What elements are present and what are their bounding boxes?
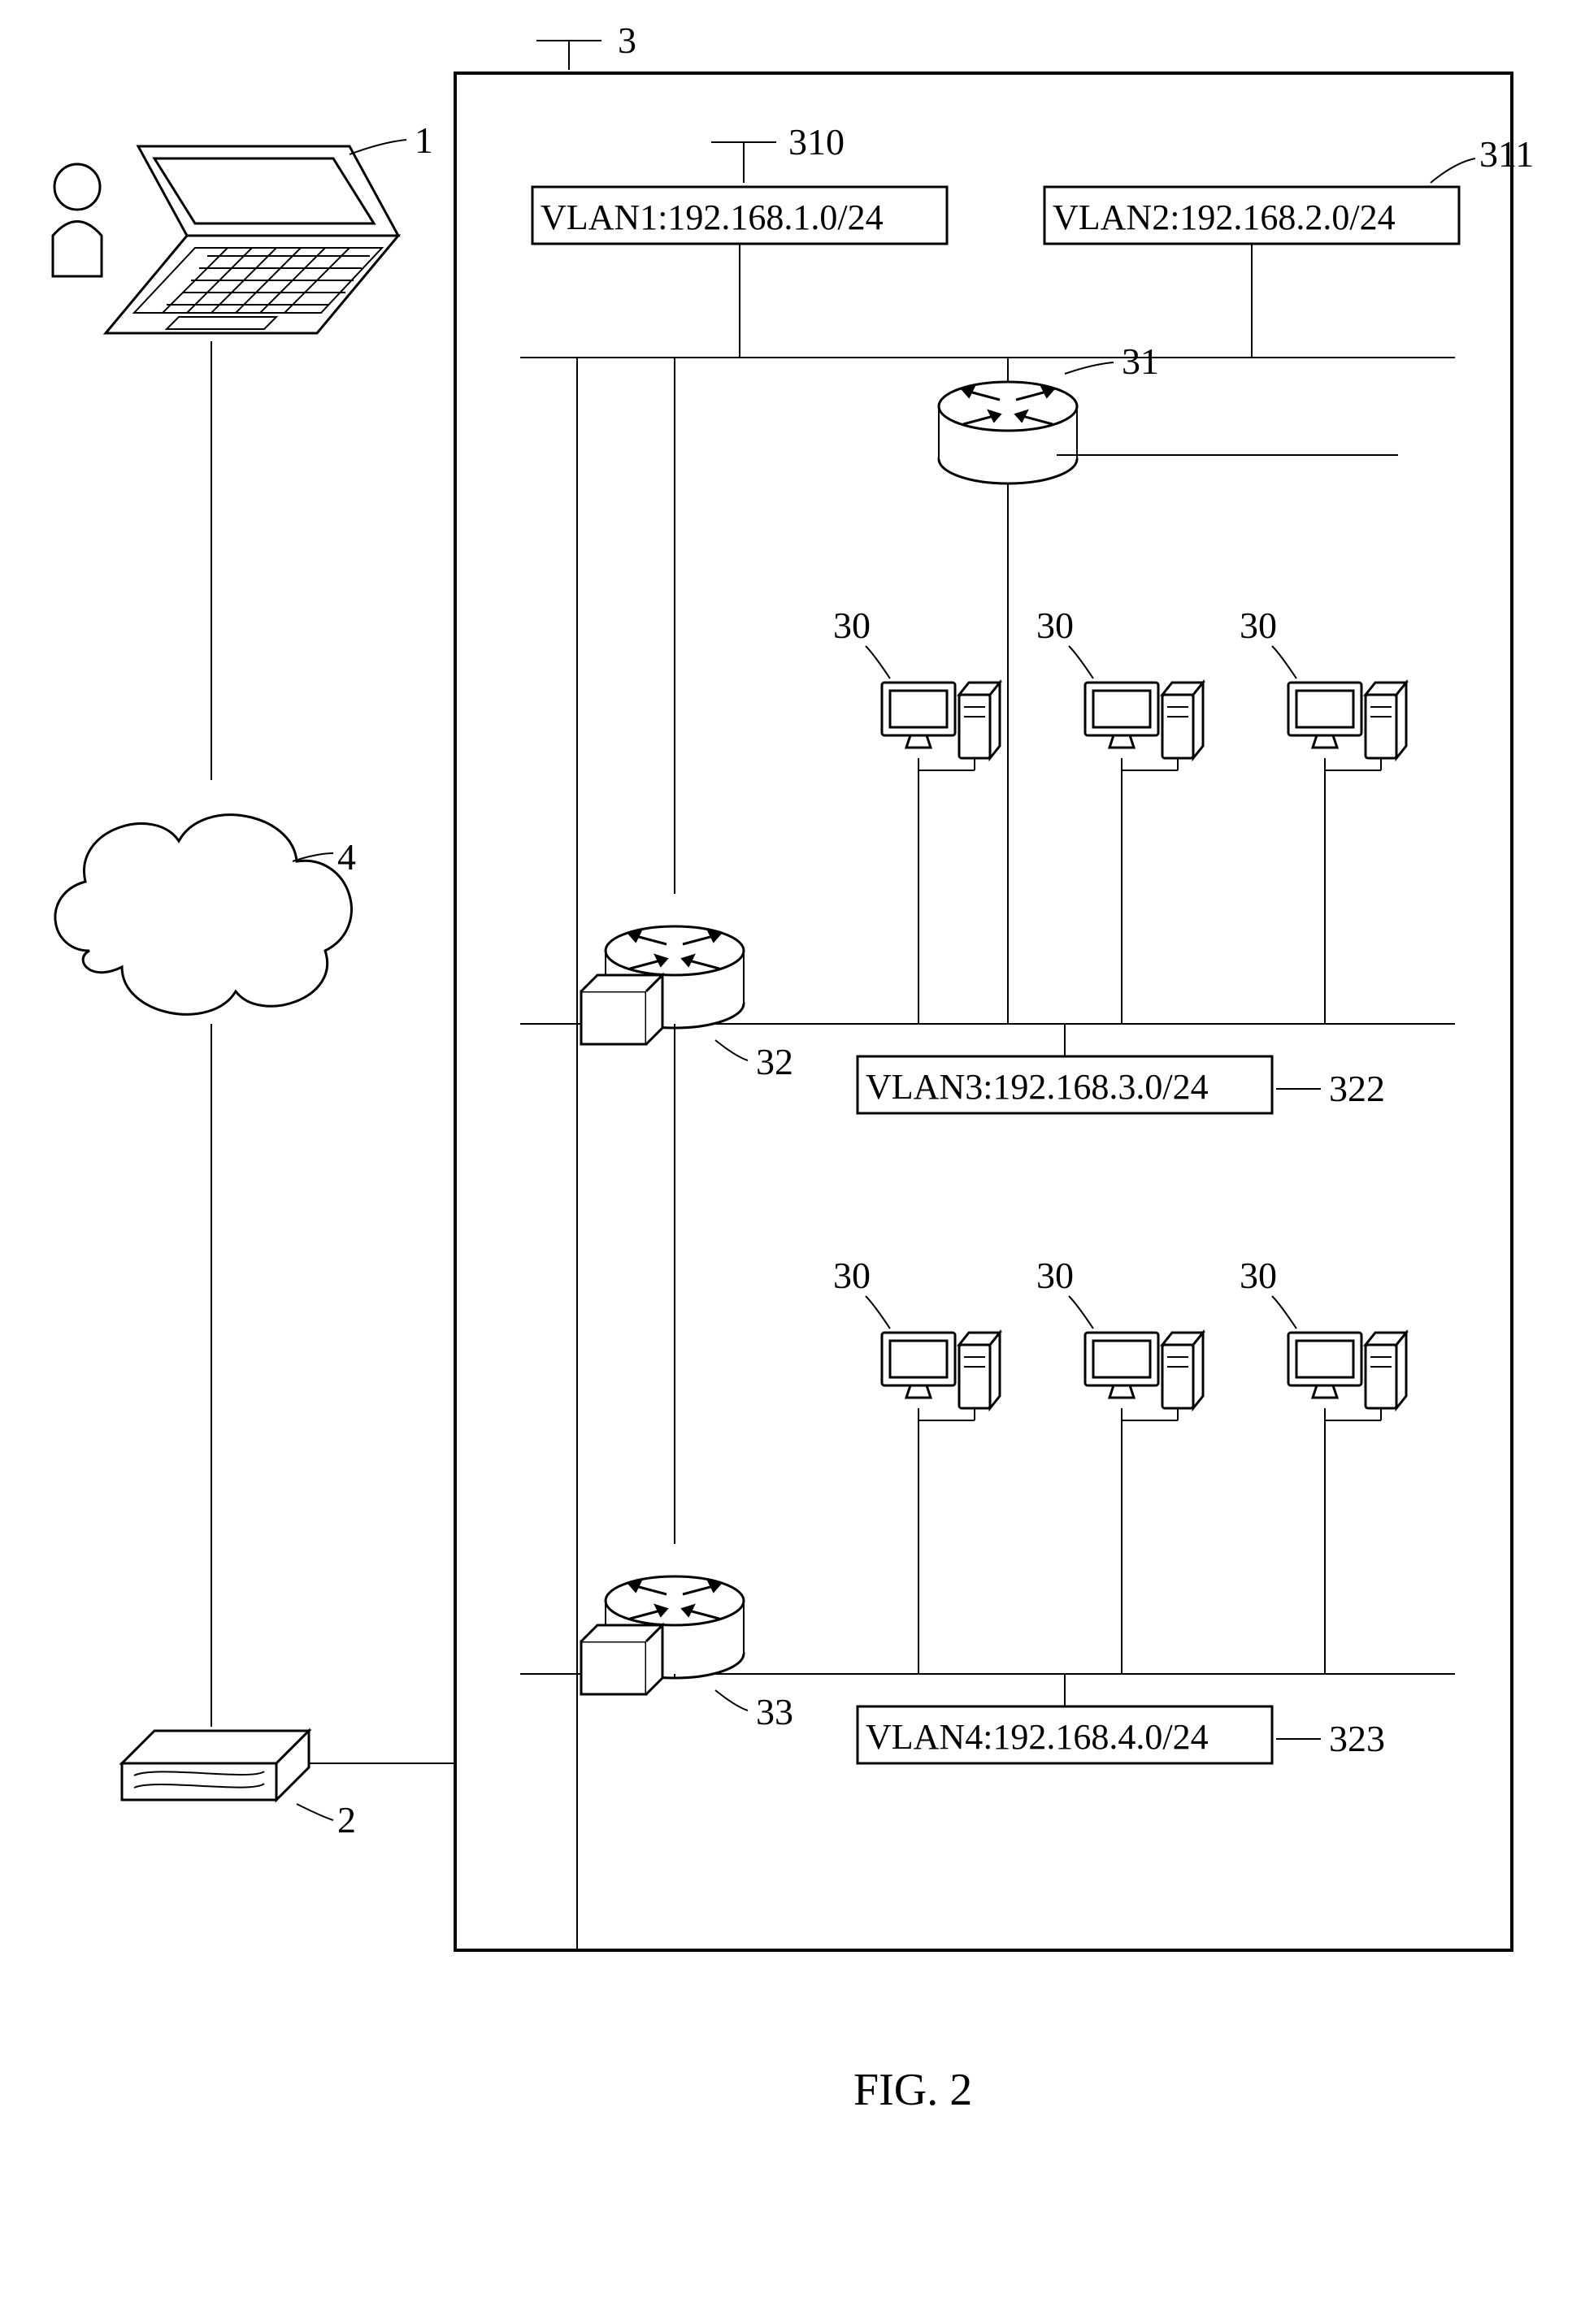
ref-pc: 30 (1036, 1255, 1074, 1296)
vlan4-label: VLAN4:192.168.4.0/24 (858, 1706, 1272, 1763)
ref-gateway: 2 (337, 1799, 356, 1841)
ref-router32: 32 (756, 1041, 793, 1082)
ref-pc: 30 (1240, 1255, 1277, 1296)
ref-box: 3 (618, 20, 636, 61)
ref-vlan1: 310 (788, 121, 845, 163)
router-31 (939, 358, 1077, 483)
router-33 (581, 1576, 744, 1694)
vlan2-label: VLAN2:192.168.2.0/24 (1044, 187, 1459, 244)
vlan1-label: VLAN1:192.168.1.0/24 (532, 187, 947, 244)
ref-cloud: 4 (337, 836, 356, 878)
svg-text:VLAN1:192.168.1.0/24: VLAN1:192.168.1.0/24 (541, 197, 884, 237)
ref-pc: 30 (833, 605, 871, 646)
ref-laptop: 1 (415, 119, 433, 161)
gateway (122, 1731, 309, 1800)
ref-router33: 33 (756, 1691, 793, 1732)
svg-text:VLAN3:192.168.3.0/24: VLAN3:192.168.3.0/24 (866, 1067, 1209, 1107)
laptop (53, 146, 398, 333)
ref-vlan3: 322 (1329, 1068, 1385, 1109)
ref-vlan2: 311 (1479, 133, 1534, 175)
cloud (55, 815, 352, 1015)
ref-vlan4: 323 (1329, 1718, 1385, 1759)
diagram-canvas: 1 4 2 3 VLAN1:192.168.1.0/24 310 VLAN2:1… (0, 0, 1585, 2324)
pc-row-mid (882, 683, 1406, 776)
router-32 (581, 926, 744, 1044)
ref-pc: 30 (1240, 605, 1277, 646)
svg-text:VLAN2:192.168.2.0/24: VLAN2:192.168.2.0/24 (1053, 197, 1396, 237)
ref-router31: 31 (1122, 340, 1159, 382)
vlan3-label: VLAN3:192.168.3.0/24 (858, 1056, 1272, 1113)
figure-label: FIG. 2 (853, 2065, 972, 2115)
ref-pc: 30 (1036, 605, 1074, 646)
ref-pc: 30 (833, 1255, 871, 1296)
svg-text:VLAN4:192.168.4.0/24: VLAN4:192.168.4.0/24 (866, 1717, 1209, 1757)
pc-row-bot (882, 1333, 1406, 1426)
